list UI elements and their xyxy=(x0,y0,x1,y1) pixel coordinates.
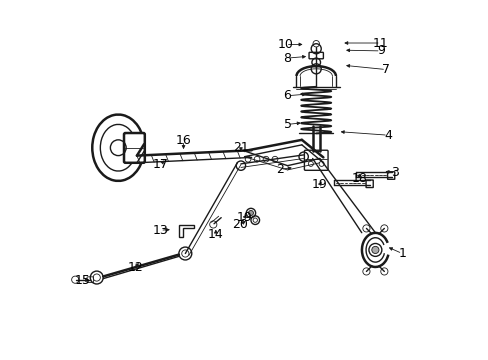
Text: 15: 15 xyxy=(74,274,90,287)
FancyBboxPatch shape xyxy=(366,180,372,188)
Text: 4: 4 xyxy=(383,129,391,142)
Text: 7: 7 xyxy=(381,63,389,76)
Polygon shape xyxy=(179,225,194,237)
Text: 9: 9 xyxy=(376,44,384,57)
Text: 6: 6 xyxy=(283,89,291,102)
FancyBboxPatch shape xyxy=(124,133,144,163)
Text: 21: 21 xyxy=(233,141,248,154)
Text: 11: 11 xyxy=(372,36,388,50)
Text: 20: 20 xyxy=(231,218,247,231)
FancyBboxPatch shape xyxy=(387,172,394,179)
Text: 8: 8 xyxy=(283,51,291,64)
Text: 16: 16 xyxy=(175,134,191,147)
Text: 12: 12 xyxy=(127,261,142,274)
Text: 18: 18 xyxy=(350,172,366,185)
Text: 3: 3 xyxy=(390,166,398,179)
FancyBboxPatch shape xyxy=(308,52,323,59)
Text: 1: 1 xyxy=(398,247,406,260)
Circle shape xyxy=(248,211,253,216)
FancyBboxPatch shape xyxy=(304,150,327,170)
Text: 2: 2 xyxy=(276,163,284,176)
FancyBboxPatch shape xyxy=(87,277,93,283)
Text: 19: 19 xyxy=(311,178,327,191)
Text: 17: 17 xyxy=(152,158,168,171)
Text: 10: 10 xyxy=(277,38,293,51)
Text: 5: 5 xyxy=(283,118,291,131)
Text: 19: 19 xyxy=(236,211,252,224)
Text: 14: 14 xyxy=(207,228,223,241)
Circle shape xyxy=(371,246,378,253)
Text: 13: 13 xyxy=(152,224,168,237)
